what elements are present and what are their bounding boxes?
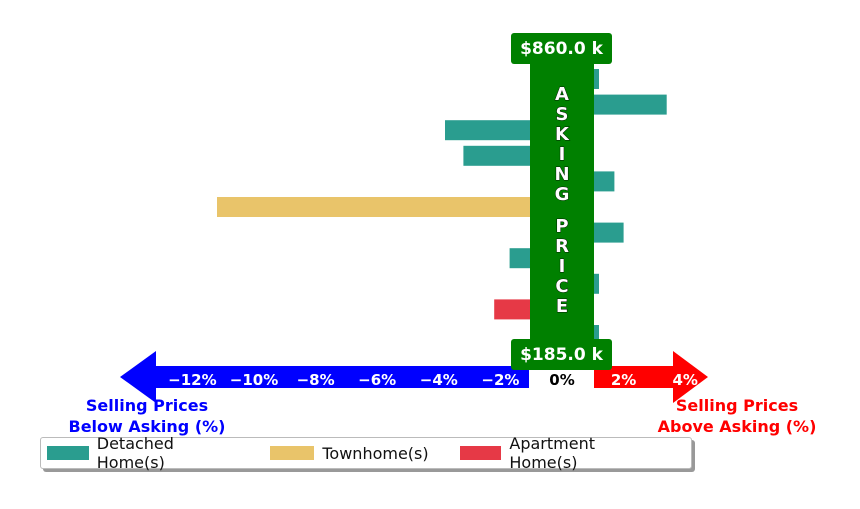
- x-tick-3: −6%: [358, 371, 396, 389]
- legend: Detached Home(s) Townhome(s) Apartment H…: [40, 434, 692, 472]
- x-tick-6: 0%: [549, 371, 574, 389]
- asking-letter-1: S: [556, 104, 569, 125]
- asking-letter-9: I: [559, 256, 566, 277]
- asking-letter-7: P: [555, 216, 568, 237]
- legend-swatch-detached: [47, 446, 89, 460]
- asking-letter-3: I: [559, 144, 566, 165]
- x-axis-labels: Selling Prices Below Asking (%) Selling Pr…: [69, 396, 817, 436]
- x-tick-8: 4%: [672, 371, 697, 389]
- legend-item-apartment: Apartment Home(s): [459, 434, 660, 472]
- asking-letter-2: K: [555, 124, 570, 145]
- bottom-price-text: $185.0 k: [520, 345, 604, 365]
- x-tick-5: −2%: [481, 371, 519, 389]
- asking-letter-8: R: [555, 236, 569, 257]
- asking-price-bar: [530, 60, 594, 346]
- x-tick-7: 2%: [611, 371, 636, 389]
- asking-letter-0: A: [555, 84, 569, 105]
- legend-label-detached: Detached Home(s): [96, 434, 174, 472]
- x-tick-2: −8%: [297, 371, 335, 389]
- axis-arrows: [120, 351, 708, 403]
- asking-letter-4: N: [554, 164, 569, 185]
- right-arrow: [594, 351, 708, 403]
- left-arrow: [120, 351, 529, 403]
- bars-group: [217, 69, 667, 345]
- asking-letter-10: C: [555, 276, 568, 297]
- x-tick-0: −12%: [168, 371, 216, 389]
- legend-item-detached: Detached Home(s): [47, 434, 239, 472]
- legend-swatch-apartment: [459, 446, 502, 460]
- asking-letter-11: E: [556, 296, 568, 317]
- legend-item-townhome: Townhome(s): [270, 443, 429, 463]
- bar-5: [217, 197, 594, 217]
- xlabel-right-1: Above Asking (%): [658, 417, 817, 436]
- asking-letter-5: G: [555, 184, 570, 205]
- x-tick-1: −10%: [230, 371, 278, 389]
- legend-swatch-townhome: [270, 446, 315, 460]
- xlabel-right-0: Selling Prices: [676, 396, 798, 415]
- top-price-text: $860.0 k: [520, 39, 604, 59]
- x-tick-labels: −12% −10% −8% −6% −4% −2% 0% 2% 4%: [168, 371, 698, 389]
- xlabel-left-0: Selling Prices: [86, 396, 208, 415]
- legend-label-townhome: Townhome(s): [322, 443, 429, 463]
- x-tick-4: −4%: [420, 371, 458, 389]
- bottom-price-box: [511, 339, 612, 370]
- xlabel-left-1: Below Asking (%): [69, 417, 226, 436]
- top-price-box: [511, 33, 612, 64]
- legend-label-apartment: Apartment Home(s): [509, 434, 595, 472]
